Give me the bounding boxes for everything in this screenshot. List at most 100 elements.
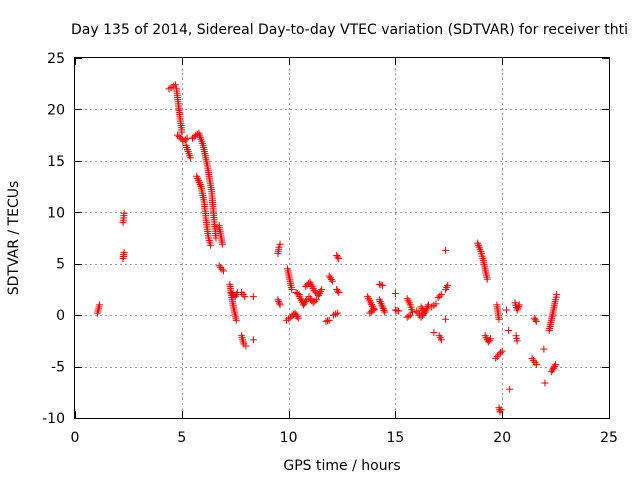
data-point (218, 240, 226, 248)
data-point (178, 128, 186, 136)
data-point (171, 81, 179, 89)
data-point (393, 307, 401, 315)
data-point (375, 296, 383, 304)
data-point (514, 304, 522, 312)
data-point (420, 308, 428, 316)
data-point (437, 291, 445, 299)
data-point (541, 379, 549, 387)
data-point (502, 306, 510, 314)
data-point (186, 154, 194, 162)
data-point (275, 299, 283, 307)
data-point (406, 311, 414, 319)
data-point (497, 349, 505, 357)
data-point (495, 315, 503, 323)
data-point (177, 134, 185, 142)
data-point (275, 297, 283, 305)
data-point (335, 255, 343, 263)
data-point (506, 385, 514, 393)
data-point (513, 337, 521, 345)
data-point (182, 136, 190, 144)
data-point (312, 288, 320, 296)
data-point (218, 265, 226, 273)
data-point (334, 309, 342, 317)
data-point (275, 243, 283, 251)
grid (75, 58, 609, 418)
data-point (497, 406, 505, 414)
data-point (294, 314, 302, 322)
data-point (418, 311, 426, 319)
data-point (310, 286, 318, 294)
data-point (322, 317, 330, 325)
y-tick-labels: -10 -5 0 5 10 15 20 25 (42, 51, 65, 427)
y-tick-label: 10 (47, 205, 65, 221)
x-tick-label: 20 (493, 430, 511, 446)
chart-title: Day 135 of 2014, Sidereal Day-to-day VTE… (71, 22, 628, 38)
data-point (377, 299, 385, 307)
data-point (219, 267, 227, 275)
data-point (180, 137, 188, 145)
data-point (485, 336, 493, 344)
data-point (368, 301, 376, 309)
x-tick-label: 0 (71, 430, 80, 446)
data-point (532, 317, 540, 325)
x-axis-title: GPS time / hours (283, 458, 400, 474)
data-point (335, 289, 343, 297)
y-tick-label: 25 (47, 51, 65, 67)
data-point (442, 246, 450, 254)
data-point (405, 312, 413, 320)
y-tick-label: -10 (42, 411, 65, 427)
data-point (334, 253, 342, 261)
data-point (552, 361, 560, 369)
data-point (174, 131, 182, 139)
data-point (242, 342, 250, 350)
data-point (288, 285, 296, 293)
x-tick-label: 10 (280, 430, 298, 446)
data-point (442, 315, 450, 323)
data-point (96, 301, 104, 309)
data-point (367, 299, 375, 307)
data-point (318, 285, 326, 293)
data-point (395, 307, 403, 315)
data-point (444, 281, 452, 289)
y-tick-label: -5 (51, 360, 65, 376)
data-point (432, 300, 440, 308)
data-point (232, 316, 240, 324)
data-point (486, 335, 494, 343)
y-tick-label: 5 (56, 257, 65, 273)
x-tick-label: 5 (177, 430, 186, 446)
data-point (532, 361, 540, 369)
data-point (334, 287, 342, 295)
data-point (380, 306, 388, 314)
data-point (483, 275, 491, 283)
data-point (324, 317, 332, 325)
data-point (276, 240, 284, 248)
data-point (377, 281, 385, 289)
data-point (376, 298, 384, 306)
x-tick-label: 15 (386, 430, 404, 446)
data-point (419, 306, 427, 314)
data-point (498, 347, 506, 355)
data-point (309, 299, 317, 307)
data-point (215, 262, 223, 270)
y-tick-label: 20 (47, 102, 65, 118)
data-point (328, 277, 336, 285)
data-point (379, 303, 387, 311)
data-point (549, 364, 557, 372)
y-axis-title: SDTVAR / TECUs (6, 181, 22, 296)
data-point (495, 350, 503, 358)
data-point (437, 336, 445, 344)
data-point (294, 290, 302, 298)
x-tick-label: 25 (600, 430, 618, 446)
data-point (540, 345, 548, 353)
data-point (276, 301, 284, 309)
data-point (325, 316, 333, 324)
data-point (515, 303, 523, 311)
plot-frame (74, 57, 610, 419)
data-point (505, 327, 513, 335)
data-point (391, 290, 399, 298)
data-point (513, 306, 521, 314)
y-tick-label: 15 (47, 154, 65, 170)
data-point (378, 301, 386, 309)
data-point (434, 294, 442, 302)
